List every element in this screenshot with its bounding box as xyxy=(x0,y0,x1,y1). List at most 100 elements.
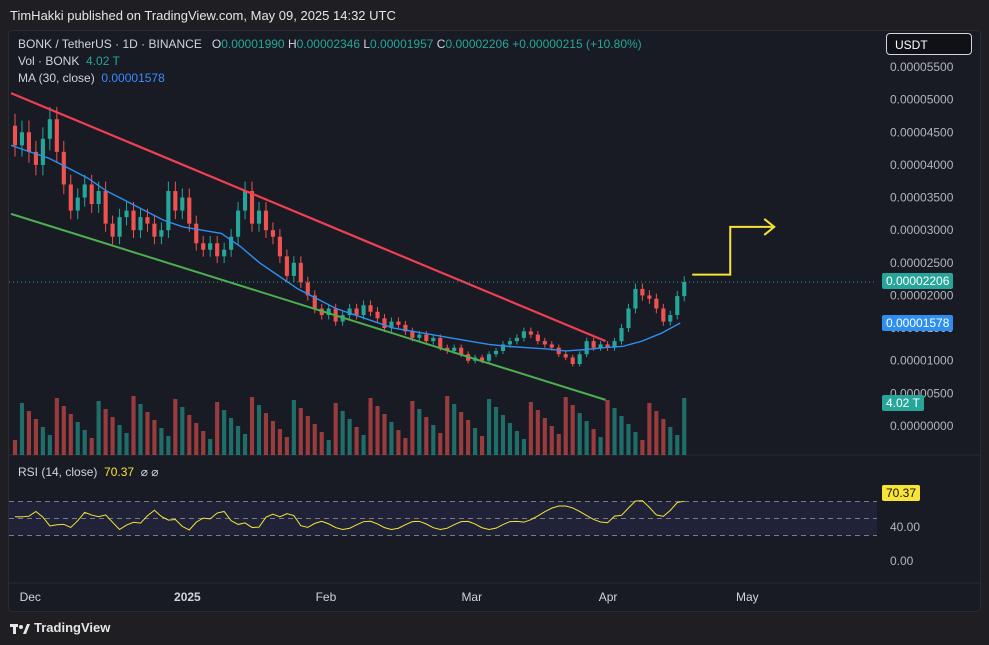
candle-body xyxy=(563,354,568,358)
candle-body xyxy=(675,296,680,316)
candle-body xyxy=(584,341,589,355)
volume-bar xyxy=(291,400,296,455)
candle-body xyxy=(591,341,596,348)
y-tick-label: 0.00002500 xyxy=(890,256,954,270)
ma-legend[interactable]: MA (30, close) 0.00001578 xyxy=(18,71,165,85)
volume-bar xyxy=(298,408,303,455)
volume-bar xyxy=(368,398,373,455)
candle-body xyxy=(89,184,94,205)
volume-bar xyxy=(612,408,617,455)
rsi-settings-icon[interactable]: ⌀ ⌀ xyxy=(140,465,159,479)
candle-body xyxy=(612,341,617,348)
candle-body xyxy=(166,191,171,231)
brand-text: TradingView xyxy=(34,620,111,635)
volume-bar xyxy=(668,427,673,455)
candle-body xyxy=(145,217,150,224)
publisher-bar: TimHakki published on TradingView.com, M… xyxy=(0,0,989,30)
volume-bar xyxy=(347,419,352,455)
candle-body xyxy=(577,354,582,364)
change-value: +0.00000215 (+10.80%) xyxy=(512,37,642,51)
y-tick-label: 0.00000000 xyxy=(890,419,954,433)
candle-body xyxy=(305,282,310,296)
volume-bar xyxy=(19,403,25,455)
candle-body xyxy=(270,230,276,237)
volume-bar xyxy=(661,419,666,455)
volume-bar xyxy=(584,421,589,455)
volume-bar xyxy=(654,411,659,455)
ma-badge: 0.00001578 xyxy=(882,315,954,331)
candle-body xyxy=(19,132,25,146)
candle-body xyxy=(438,337,443,348)
candle-body xyxy=(82,184,87,198)
x-tick-label: Mar xyxy=(461,590,482,604)
volume-bar xyxy=(201,431,206,455)
volume-bar xyxy=(452,404,457,455)
volume-bar xyxy=(389,422,394,455)
volume-bar xyxy=(340,411,345,455)
candle-body xyxy=(549,344,554,348)
volume-bar xyxy=(89,438,94,455)
candle-body xyxy=(12,125,18,146)
volume-bar xyxy=(626,424,631,455)
volume-bar xyxy=(507,423,513,455)
candle-body xyxy=(647,295,652,299)
volume-bar xyxy=(249,397,255,455)
lower-trendline xyxy=(10,212,606,401)
close-value: 0.00002206 xyxy=(445,37,509,51)
volume-bar xyxy=(242,434,248,455)
volume-badge: 4.02 T xyxy=(882,395,924,411)
volume-bar xyxy=(619,416,624,455)
y-tick-label: 0.00005000 xyxy=(890,93,954,107)
symbol-label[interactable]: BONK / TetherUS · 1D · BINANCE xyxy=(18,37,202,51)
candle-body xyxy=(605,344,610,348)
candle-body xyxy=(361,305,366,316)
rsi-legend[interactable]: RSI (14, close) 70.37 ⌀ ⌀ xyxy=(18,465,159,479)
tradingview-brand[interactable]: TradingView xyxy=(10,620,110,635)
volume-bar xyxy=(103,409,108,455)
candle-body xyxy=(26,132,32,152)
candle-body xyxy=(117,217,122,237)
candle-body xyxy=(396,321,401,325)
volume-bar xyxy=(96,401,101,455)
volume-bar xyxy=(640,440,645,455)
y-tick-label: 0.00004500 xyxy=(890,125,954,139)
volume-bar xyxy=(605,400,610,455)
candle-body xyxy=(263,210,269,231)
volume-bar xyxy=(333,403,338,455)
volume-legend[interactable]: Vol · BONK 4.02 T xyxy=(18,54,120,68)
volume-bar xyxy=(40,427,45,455)
volume-bar xyxy=(591,429,596,455)
volume-bar xyxy=(54,398,59,455)
candle-body xyxy=(173,191,178,211)
breakout-arrow xyxy=(692,225,773,276)
chart-canvas[interactable]: 0.00005500 0.00005000 0.00004500 0.00004000… xyxy=(9,31,980,611)
volume-bar xyxy=(382,414,387,455)
volume-bar xyxy=(556,434,561,455)
price-badge: 0.00002206 xyxy=(882,273,954,289)
volume-bar xyxy=(375,406,380,455)
volume-bar xyxy=(326,440,331,455)
volume-bar xyxy=(180,407,185,455)
volume-bar xyxy=(12,440,18,455)
candle-body xyxy=(493,350,499,355)
volume-bar xyxy=(312,424,317,455)
x-tick-label: Apr xyxy=(599,590,618,604)
volume-bar xyxy=(152,420,157,455)
candle-body xyxy=(236,210,241,237)
candle-body xyxy=(40,138,45,165)
chart-frame[interactable]: 0.00005500 0.00005000 0.00004500 0.00004000… xyxy=(8,30,981,612)
candle-body xyxy=(110,223,115,237)
candle-body xyxy=(410,331,415,338)
volume-bar xyxy=(82,430,87,455)
volume-bar xyxy=(500,415,506,455)
rsi-tick-label: 40.00 xyxy=(890,520,920,534)
volume-bar xyxy=(493,407,499,455)
candle-body xyxy=(180,197,185,211)
candle-body xyxy=(201,243,206,250)
volume-bar xyxy=(466,420,471,455)
candle-body xyxy=(424,334,429,342)
volume-bar xyxy=(417,409,422,455)
volume-bar xyxy=(138,404,143,455)
currency-button[interactable]: USDT xyxy=(886,33,972,55)
volume-bar xyxy=(361,435,366,455)
